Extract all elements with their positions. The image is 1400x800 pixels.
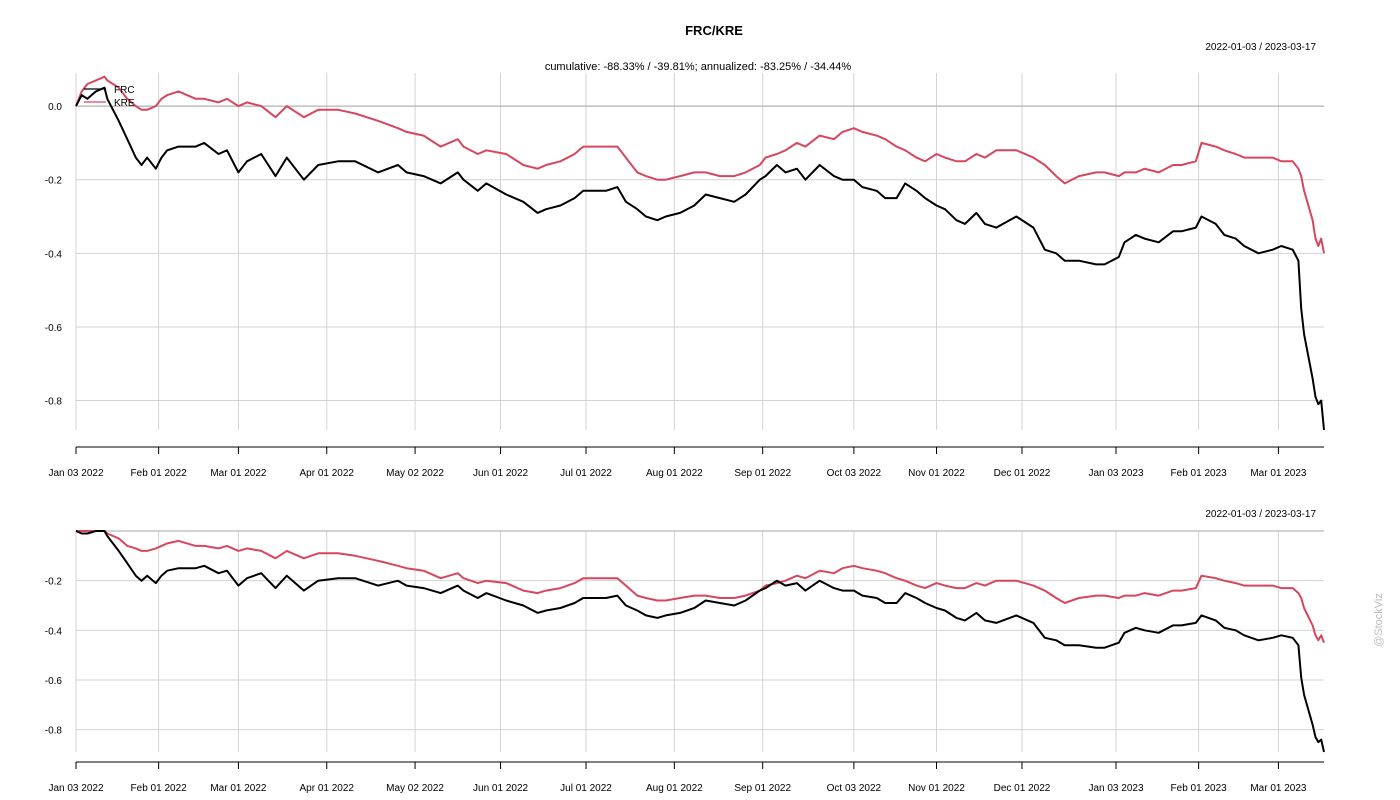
panel-cumulative: 0.0 -0.2 -0.4 -0.6 -0.8 Jan 03 2022 Feb 01 202… bbox=[45, 73, 1325, 479]
x-tick-label: Feb 01 2023 bbox=[1171, 468, 1228, 479]
x-tick-label: Nov 01 2022 bbox=[908, 783, 965, 794]
x-tick-label: Aug 01 2022 bbox=[646, 468, 703, 479]
panel-drawdown: -0.2 -0.4 -0.6 -0.8 Jan 03 2022 Feb 01 2022 Ma… bbox=[45, 530, 1325, 794]
x-tick-label: Feb 01 2022 bbox=[131, 783, 188, 794]
y-tick-label: 0.0 bbox=[48, 102, 62, 113]
x-tick-label: Mar 01 2022 bbox=[210, 783, 267, 794]
x-tick-label: Sep 01 2022 bbox=[734, 468, 791, 479]
legend-label: FRC bbox=[114, 85, 135, 96]
x-tick-label: Jan 03 2022 bbox=[48, 783, 103, 794]
series-line-kre bbox=[75, 75, 1325, 254]
y-tick-label: -0.8 bbox=[45, 726, 63, 737]
x-tick-label: Apr 01 2022 bbox=[299, 783, 354, 794]
x-tick-label: May 02 2022 bbox=[386, 783, 444, 794]
x-tick-label: Feb 01 2022 bbox=[131, 468, 188, 479]
series-line-kre bbox=[76, 530, 1325, 644]
x-tick-label: May 02 2022 bbox=[386, 468, 444, 479]
x-tick-label: Jan 03 2022 bbox=[48, 468, 103, 479]
legend-label: KRE bbox=[114, 98, 135, 109]
x-tick-label: Jun 01 2022 bbox=[473, 468, 528, 479]
x-tick-label: Oct 03 2022 bbox=[827, 468, 882, 479]
x-tick-label: Dec 01 2022 bbox=[994, 783, 1051, 794]
x-tick-label: Apr 01 2022 bbox=[299, 468, 354, 479]
y-tick-label: -0.6 bbox=[45, 323, 63, 334]
x-tick-label: Nov 01 2022 bbox=[908, 468, 965, 479]
y-tick-label: -0.2 bbox=[45, 176, 63, 187]
x-tick-label: Mar 01 2023 bbox=[1250, 783, 1307, 794]
x-tick-label: Feb 01 2023 bbox=[1171, 783, 1228, 794]
x-tick-label: Jan 03 2023 bbox=[1088, 468, 1143, 479]
x-tick-label: Aug 01 2022 bbox=[646, 783, 703, 794]
x-tick-label: Sep 01 2022 bbox=[734, 783, 791, 794]
x-tick-label: Mar 01 2023 bbox=[1250, 468, 1307, 479]
y-tick-label: -0.4 bbox=[45, 249, 63, 260]
y-tick-label: -0.4 bbox=[45, 626, 63, 637]
x-tick-label: Dec 01 2022 bbox=[994, 468, 1051, 479]
x-tick-label: Oct 03 2022 bbox=[827, 783, 882, 794]
x-tick-label: Jun 01 2022 bbox=[473, 783, 528, 794]
y-tick-label: -0.2 bbox=[45, 577, 63, 588]
x-tick-label: Jul 01 2022 bbox=[560, 468, 612, 479]
date-range-label-top: 2022-01-03 / 2023-03-17 bbox=[1205, 42, 1316, 53]
date-range-label-bottom: 2022-01-03 / 2023-03-17 bbox=[1205, 509, 1316, 520]
y-tick-label: -0.8 bbox=[45, 397, 63, 408]
y-tick-label: -0.6 bbox=[45, 676, 63, 687]
chart-title: FRC/KRE bbox=[685, 23, 743, 38]
watermark: @StockViz bbox=[1373, 593, 1385, 647]
series-line-frc bbox=[75, 86, 1325, 431]
x-tick-label: Jan 03 2023 bbox=[1088, 783, 1143, 794]
legend: FRC KRE bbox=[84, 85, 135, 109]
chart-subtitle: cumulative: -88.33% / -39.81%; annualize… bbox=[545, 61, 852, 73]
series-line-frc bbox=[75, 530, 1325, 753]
x-tick-label: Jul 01 2022 bbox=[560, 783, 612, 794]
x-tick-label: Mar 01 2022 bbox=[210, 468, 267, 479]
